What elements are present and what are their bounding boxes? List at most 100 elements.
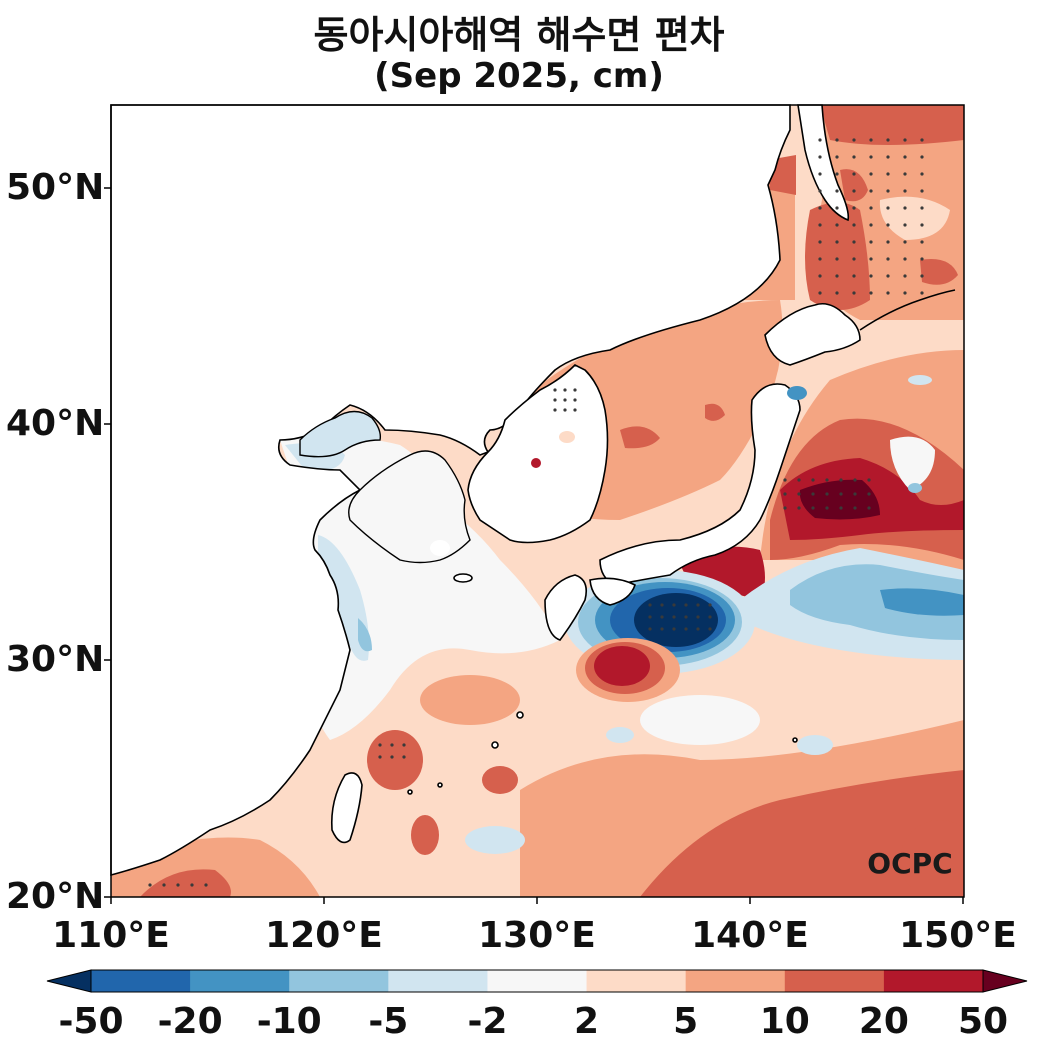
stipple-dot (783, 492, 787, 496)
kuril-islands (859, 289, 956, 331)
ryukyu-island-4 (407, 789, 413, 795)
stipple-dot (825, 506, 829, 510)
stipple-dot (818, 274, 822, 278)
small-low-3 (465, 826, 525, 854)
stipple-dot (853, 492, 857, 496)
stipple-dot (672, 627, 676, 631)
stipple-dot (886, 138, 890, 142)
stipple-dot (852, 240, 856, 244)
stipple-dot (563, 408, 567, 412)
colorbar-tick-label: 20 (858, 1001, 909, 1042)
okhotsk-high-4 (820, 105, 964, 145)
japan-honshu (599, 383, 801, 586)
okhotsk-high-2 (840, 169, 868, 202)
ryukyu-island-2 (491, 741, 499, 749)
moderate-high-1 (420, 675, 520, 725)
stipple-dot (818, 172, 822, 176)
stipple-dot (553, 388, 557, 392)
stipple-dot (869, 240, 873, 244)
stipple-dot (886, 189, 890, 193)
asia-mainland (110, 104, 791, 877)
land-masses (110, 104, 956, 877)
stipple-dot (818, 257, 822, 261)
stipple-dot (818, 206, 822, 210)
stipple-dot (811, 478, 815, 482)
stipple-dot (852, 274, 856, 278)
small-low-2 (797, 735, 833, 755)
stipple-dot (378, 743, 382, 747)
stipple-dot (869, 223, 873, 227)
colorbar-tick-label: 2 (574, 1001, 600, 1042)
stipple-dot (886, 172, 890, 176)
stipple-dot (852, 291, 856, 295)
stipple-dot (903, 257, 907, 261)
japan-hokkaido (764, 302, 861, 366)
stipple-dot (886, 274, 890, 278)
east-sea-small-strong (531, 458, 541, 468)
korea-peninsula (467, 364, 609, 544)
colorbar-tick-label: -5 (368, 1001, 409, 1042)
stipple-dot (402, 755, 406, 759)
stipple-dot (696, 627, 700, 631)
kuroshio-ext-peak (799, 479, 880, 520)
significance-stipple (148, 138, 924, 887)
east-sea-high-3 (620, 426, 660, 449)
lat-label-50n: 50°N (6, 167, 105, 208)
stipple-dot (783, 478, 787, 482)
stipple-dot (818, 223, 822, 227)
stipple-dot (835, 189, 839, 193)
ryukyu-island-1 (516, 711, 524, 719)
lon-label-150e: 150°E (899, 915, 1017, 956)
stipple-dot (696, 603, 700, 607)
stipple-dot (811, 492, 815, 496)
stipple-dot (869, 291, 873, 295)
colorbar-tick-label: -20 (157, 1001, 223, 1042)
stipple-dot (867, 492, 871, 496)
stipple-dot (920, 172, 924, 176)
stipple-dot (672, 603, 676, 607)
stipple-dot (797, 492, 801, 496)
small-low-1 (606, 727, 634, 743)
stipple-dot (162, 883, 166, 887)
stipple-dot (869, 274, 873, 278)
japan-shikoku (589, 577, 636, 606)
stipple-dot (903, 155, 907, 159)
stipple-dot (835, 138, 839, 142)
stipple-dot (378, 755, 382, 759)
stipple-dot (869, 155, 873, 159)
lon-label-120e: 120°E (265, 915, 383, 956)
colorbar-tick-label: 10 (759, 1001, 810, 1042)
neutral-patch-1 (640, 695, 760, 745)
stipple-dot (708, 627, 712, 631)
stipple-dot (852, 223, 856, 227)
stipple-dot (920, 155, 924, 159)
stipple-dot (867, 478, 871, 482)
stipple-dot (684, 627, 688, 631)
stipple-dot (853, 506, 857, 510)
stipple-dot (920, 240, 924, 244)
stipple-dot (708, 603, 712, 607)
southeast-high-field (640, 770, 964, 897)
stipple-dot (920, 274, 924, 278)
stipple-dot (835, 240, 839, 244)
stipple-dot (648, 615, 652, 619)
east-sea-small-neutral (559, 431, 575, 443)
kuroshio-ext-neutral (890, 436, 935, 490)
okhotsk-neutral (879, 196, 950, 240)
stipple-dot (835, 206, 839, 210)
pacific-low-2 (790, 564, 964, 640)
small-high-1 (367, 730, 423, 790)
stipple-dot (553, 408, 557, 412)
stipple-dot (660, 603, 664, 607)
colorbar-tick-label: -2 (467, 1001, 508, 1042)
colorbar-tick-label: 5 (673, 1001, 699, 1042)
stipple-dot (835, 172, 839, 176)
stipple-dot (825, 478, 829, 482)
stipple-dot (684, 615, 688, 619)
east-sea-high-4 (705, 403, 725, 421)
okhotsk-high-1 (805, 202, 870, 310)
stipple-dot (903, 206, 907, 210)
stipple-dot (835, 274, 839, 278)
stipple-dot (920, 223, 924, 227)
stipple-dot (853, 478, 857, 482)
